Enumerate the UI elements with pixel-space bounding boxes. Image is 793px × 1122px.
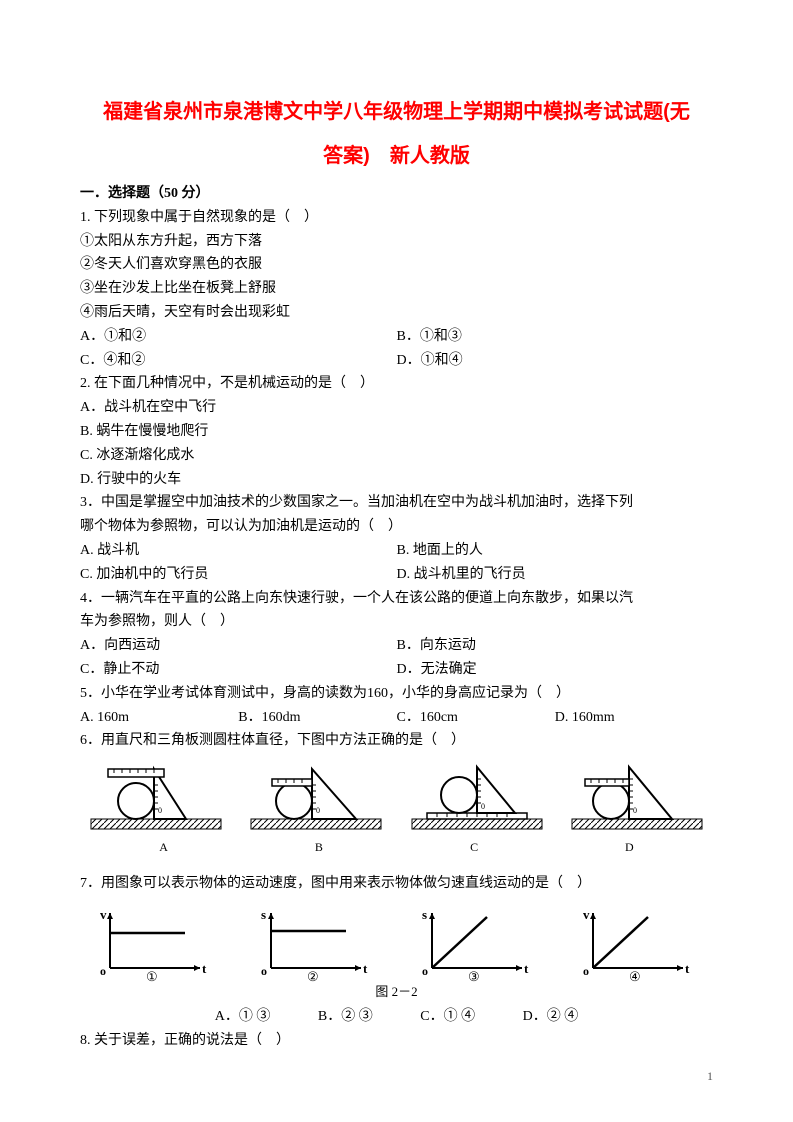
q7-stem: 7．用图象可以表示物体的运动速度，图中用来表示物体做匀速直线运动的是（ ） [80, 872, 713, 896]
q3-opts-row1: A. 战斗机 B. 地面上的人 [80, 539, 713, 563]
q6-label-a: A [86, 837, 241, 857]
svg-text:t: t [363, 961, 368, 976]
page-title: 福建省泉州市泉港博文中学八年级物理上学期期中模拟考试试题(无 [80, 90, 713, 134]
q1-line3: ③坐在沙发上比坐在板凳上舒服 [80, 277, 713, 301]
q3-opt-c: C. 加油机中的飞行员 [80, 563, 397, 587]
q5-opt-a: A. 160m [80, 706, 238, 730]
svg-text:s: s [422, 907, 427, 922]
q2-stem: 2. 在下面几种情况中，不是机械运动的是（ ） [80, 372, 713, 396]
svg-text:①: ① [146, 969, 158, 983]
q7-graph-2: s t o ② [251, 903, 381, 983]
svg-text:v: v [100, 907, 107, 922]
q1-opt-d: D．①和④ [397, 349, 714, 373]
q1-line4: ④雨后天晴，天空有时会出现彩虹 [80, 301, 713, 325]
svg-text:o: o [261, 964, 267, 978]
svg-text:o: o [100, 964, 106, 978]
q5-opts: A. 160m B．160dm C．160cm D. 160mm [80, 706, 713, 730]
q6-label-c: C [397, 837, 552, 857]
svg-text:③: ③ [468, 969, 480, 983]
svg-text:0: 0 [481, 802, 485, 811]
q2-opt-a: A．战斗机在空中飞行 [80, 396, 713, 420]
q7-graphs: v t o ① s t o ② s t o ③ v t o ④ [80, 903, 713, 983]
svg-text:s: s [261, 907, 266, 922]
q7-graph-4: v t o ④ [573, 903, 703, 983]
q1-line2: ②冬天人们喜欢穿黑色的衣服 [80, 253, 713, 277]
q6-label-d: D [552, 837, 707, 857]
svg-text:②: ② [307, 969, 319, 983]
q7-graph-1: v t o ① [90, 903, 220, 983]
q7-opts: A．① ③ B．② ③ C．① ④ D．② ④ [80, 1005, 713, 1029]
svg-text:o: o [422, 964, 428, 978]
page-title-line2: 答案) 新人教版 [80, 134, 713, 178]
svg-text:0: 0 [158, 806, 162, 815]
svg-text:t: t [524, 961, 529, 976]
q3-opts-row2: C. 加油机中的飞行员 D. 战斗机里的飞行员 [80, 563, 713, 587]
q6-fig-d: 0 [567, 763, 707, 833]
svg-text:④: ④ [629, 969, 641, 983]
q4-opt-a: A．向西运动 [80, 634, 397, 658]
q2-opt-c: C. 冰逐渐熔化成水 [80, 444, 713, 468]
svg-text:t: t [685, 961, 690, 976]
svg-text:0: 0 [316, 806, 320, 815]
q6-figures: 0 0 0 0 [80, 763, 713, 833]
q1-opt-b: B．①和③ [397, 325, 714, 349]
q6-label-b: B [241, 837, 396, 857]
q5-opt-d: D. 160mm [555, 706, 713, 730]
q3-opt-a: A. 战斗机 [80, 539, 397, 563]
section-heading: 一．选择题（50 分） [80, 182, 713, 206]
q4-stem1: 4．一辆汽车在平直的公路上向东快速行驶，一个人在该公路的便道上向东散步，如果以汽 [80, 587, 713, 611]
q5-opt-b: B．160dm [238, 706, 396, 730]
svg-text:0: 0 [633, 806, 637, 815]
q5-stem: 5．小华在学业考试体育测试中，身高的读数为160，小华的身高应记录为（ ） [80, 682, 713, 706]
q7-opt-c: C．① ④ [420, 1005, 475, 1029]
q4-opt-b: B．向东运动 [397, 634, 714, 658]
q1-opt-c: C．④和② [80, 349, 397, 373]
q8-stem: 8. 关于误差，正确的说法是（ ） [80, 1029, 713, 1053]
q7-opt-b: B．② ③ [318, 1005, 373, 1029]
q6-stem: 6．用直尺和三角板测圆柱体直径，下图中方法正确的是（ ） [80, 729, 713, 753]
q1-opts-row2: C．④和② D．①和④ [80, 349, 713, 373]
q6-fig-a: 0 [86, 763, 226, 833]
svg-text:t: t [202, 961, 207, 976]
q3-opt-d: D. 战斗机里的飞行员 [397, 563, 714, 587]
q1-opts-row1: A．①和② B．①和③ [80, 325, 713, 349]
q7-opt-d: D．② ④ [523, 1005, 579, 1029]
q6-fig-b: 0 [246, 763, 386, 833]
q5-opt-c: C．160cm [397, 706, 555, 730]
page-number: 1 [707, 1066, 713, 1086]
q4-opt-d: D．无法确定 [397, 658, 714, 682]
q6-labels: A B C D [80, 837, 713, 857]
q3-opt-b: B. 地面上的人 [397, 539, 714, 563]
svg-text:v: v [583, 907, 590, 922]
q7-graph-3: s t o ③ [412, 903, 542, 983]
q7-opt-a: A．① ③ [215, 1005, 271, 1029]
q6-fig-c: 0 [407, 763, 547, 833]
q3-stem2: 哪个物体为参照物，可以认为加油机是运动的（ ） [80, 515, 713, 539]
q2-opt-d: D. 行驶中的火车 [80, 468, 713, 492]
q1-opt-a: A．①和② [80, 325, 397, 349]
q4-opts-row1: A．向西运动 B．向东运动 [80, 634, 713, 658]
q1-stem: 1. 下列现象中属于自然现象的是（ ） [80, 206, 713, 230]
q1-line1: ①太阳从东方升起，西方下落 [80, 230, 713, 254]
svg-text:o: o [583, 964, 589, 978]
q4-opts-row2: C．静止不动 D．无法确定 [80, 658, 713, 682]
q2-opt-b: B. 蜗牛在慢慢地爬行 [80, 420, 713, 444]
q4-opt-c: C．静止不动 [80, 658, 397, 682]
q3-stem1: 3．中国是掌握空中加油技术的少数国家之一。当加油机在空中为战斗机加油时，选择下列 [80, 491, 713, 515]
q4-stem2: 车为参照物，则人（ ） [80, 610, 713, 634]
q7-caption: 图 2－2 [80, 981, 713, 1003]
